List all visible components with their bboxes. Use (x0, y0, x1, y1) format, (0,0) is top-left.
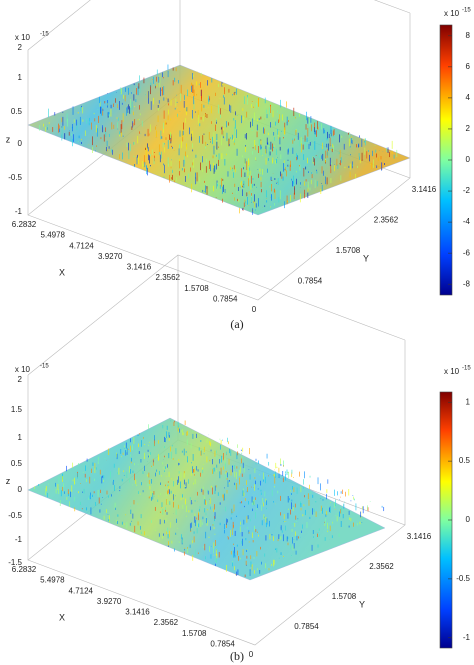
colorbar-tick-label: 2 (466, 124, 471, 133)
z-tick-label: -1 (15, 207, 23, 216)
colorbar-tick-label: 8 (466, 31, 471, 40)
y-tick-label: 3.1416 (412, 185, 437, 194)
surface (27, 417, 386, 581)
z-tick-label: -1 (15, 535, 23, 544)
colorbar-tick-label: 4 (466, 93, 471, 102)
x-tick-label: 1.5708 (182, 629, 207, 638)
z-tick-label: -0.5 (8, 173, 22, 182)
z-tick-label: 0 (18, 485, 23, 494)
y-label: Y (363, 253, 369, 263)
colorbar-tick-label: 6 (466, 62, 471, 71)
z-tick-label: 0.5 (11, 107, 23, 116)
z-tick-label: -1.5 (8, 558, 22, 567)
z-multiplier: x 10 (15, 33, 31, 42)
z-tick-label: 1 (18, 73, 23, 82)
x-tick-label: 1.5708 (184, 284, 209, 293)
z-tick-label: 0 (18, 139, 23, 148)
z-label: z (6, 476, 11, 486)
colorbar-multiplier: x 10 (444, 9, 460, 18)
y-tick-label: 1.5708 (332, 592, 357, 601)
y-label: Y (359, 599, 365, 609)
x-tick-label: 6.2832 (12, 220, 37, 229)
x-tick-label: 4.7124 (69, 586, 94, 595)
z-exponent: -15 (40, 364, 49, 370)
x-tick-label: 5.4978 (40, 576, 65, 585)
colorbar-tick-label: 0.5 (459, 456, 471, 465)
colorbar-tick-label: -0.5 (456, 574, 470, 583)
x-tick-label: 3.1416 (125, 608, 150, 617)
z-multiplier: x 10 (15, 365, 31, 374)
x-tick-label: 5.4978 (41, 231, 66, 240)
caption: (b) (230, 649, 244, 663)
x-tick-label: 0 (252, 305, 257, 314)
x-tick-label: 4.7124 (69, 241, 94, 250)
box-top (27, 254, 406, 376)
z-tick-label: 2 (18, 375, 23, 384)
x-tick-label: 2.3562 (154, 618, 179, 627)
x-tick-label: 3.9270 (97, 597, 122, 606)
x-label: X (59, 267, 65, 277)
z-tick-label: 1 (18, 433, 23, 442)
x-tick-label: 2.3562 (156, 273, 181, 282)
colorbar-tick-label: -1 (463, 633, 471, 642)
colorbar-tick-label: 0 (466, 515, 471, 524)
z-label: z (6, 134, 11, 144)
colorbar-tick-label: -4 (463, 217, 471, 226)
x-tick-label: 6.2832 (12, 565, 37, 574)
x-tick-label: 3.1416 (127, 263, 152, 272)
y-tick-label: 0.7854 (298, 277, 323, 286)
colorbar-tick-label: -8 (463, 279, 471, 288)
colorbar-tick-label: 1 (466, 397, 471, 406)
y-tick-label: 2.3562 (369, 562, 394, 571)
caption: (a) (230, 317, 243, 331)
colorbar-exponent: -15 (462, 366, 471, 372)
colorbar-exponent: -15 (462, 8, 471, 14)
x-tick-label: 3.9270 (98, 252, 123, 261)
colorbar-tick-label: -2 (463, 186, 471, 195)
surface (27, 64, 411, 216)
z-tick-label: 1.5 (11, 405, 23, 414)
z-tick-label: 2 (18, 43, 23, 52)
y-tick-label: 3.1416 (407, 532, 432, 541)
plots: 210.50-0.5-1x 10 -15z6.28325.49784.71243.… (6, 0, 471, 663)
z-tick-label: 0.5 (11, 459, 23, 468)
y-tick-label: 1.5708 (336, 246, 361, 255)
z-exponent: -15 (40, 32, 49, 38)
x-tick-label: 0 (249, 650, 254, 659)
y-tick-label: 0.7854 (294, 622, 319, 631)
colorbar-tick-label: 0 (466, 155, 471, 164)
y-tick-label: 2.3562 (374, 216, 399, 225)
x-label: X (59, 612, 65, 622)
colorbar-tick-label: -6 (463, 248, 471, 257)
box-top (27, 0, 411, 51)
colorbar-multiplier: x 10 (444, 367, 460, 376)
z-tick-label: -0.5 (8, 511, 22, 520)
x-tick-label: 0.7854 (210, 639, 235, 648)
x-tick-label: 0.7854 (213, 294, 238, 303)
